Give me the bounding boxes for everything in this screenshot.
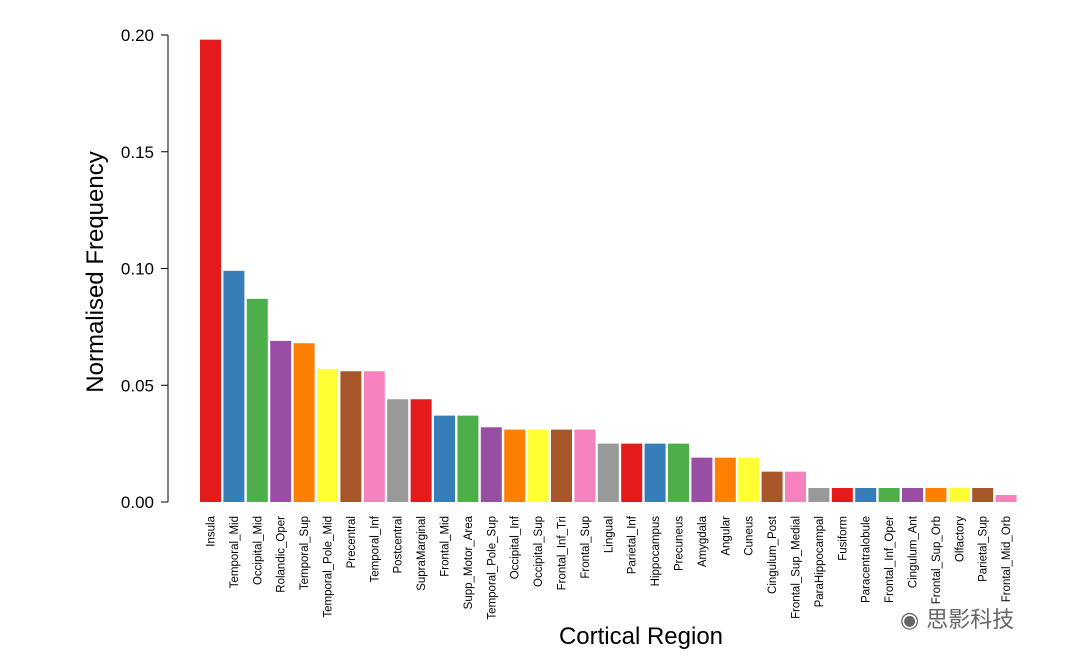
bar-parietal-inf — [621, 443, 643, 502]
bar-cuneus — [738, 457, 760, 502]
bar-parahippocampal — [808, 487, 830, 502]
x-tick-label: Angular — [720, 516, 732, 556]
bar-temporal-mid — [223, 270, 245, 502]
bar-temporal-sup — [293, 343, 315, 502]
bar-frontal-sup — [574, 429, 596, 502]
bar-temporal-pole-sup — [480, 427, 502, 502]
bar-occipital-mid — [246, 298, 268, 502]
bar-hippocampus — [644, 443, 666, 502]
x-tick-label: Occipital_Sup — [533, 516, 545, 587]
bar-frontal-sup-medial — [785, 471, 806, 502]
wechat-icon: ◉ — [900, 608, 920, 633]
bar-cingulum-post — [761, 471, 783, 502]
x-tick-label: Frontal_Sup_Medial — [791, 516, 803, 619]
bar-rolandic-oper — [270, 340, 292, 502]
x-tick-label: Supp_Motor_Area — [463, 515, 475, 609]
bar-postcentral — [387, 399, 409, 502]
x-tick-label: Frontal_Mid_Orb — [1001, 516, 1013, 602]
x-tick-label: ParaHippocampal — [814, 516, 826, 607]
y-tick-label: 0.15 — [121, 143, 154, 162]
bar-lingual — [597, 443, 619, 502]
bar-frontal-mid-orb — [995, 494, 1017, 502]
x-tick-label: Frontal_Sup — [580, 516, 592, 579]
category-labels: Insula Temporal_Mid Occipital_Mid Rolandic_… — [206, 515, 1014, 619]
x-tick-label: Cuneus — [744, 516, 756, 556]
y-tick-label: 0.10 — [121, 260, 154, 279]
x-tick-label: Cingulum_Post — [767, 515, 779, 594]
bar-fusiform — [831, 487, 853, 502]
x-tick-label: Frontal_Inf_Tri — [557, 516, 569, 590]
bar-insula — [200, 39, 221, 503]
x-axis-title: Cortical Region — [559, 623, 723, 650]
x-tick-label: Rolandic_Oper — [276, 516, 288, 593]
bar-precentral — [340, 371, 362, 502]
bar-supp-motor-area — [457, 415, 479, 502]
x-tick-label: Frontal_Sup_Orb — [931, 516, 943, 604]
y-axis-title: Normalised Frequency — [82, 151, 109, 392]
x-tick-label: Frontal_Inf_Oper — [884, 516, 896, 603]
bar-precuneus — [668, 443, 689, 502]
bar-supramarginal — [410, 399, 432, 502]
x-tick-label: Postcentral — [393, 516, 405, 574]
x-tick-label: Parietal_Sup — [978, 516, 990, 582]
x-tick-label: Insula — [206, 515, 218, 546]
x-tick-label: Cingulum_Ant — [908, 515, 920, 588]
y-axis: 0.00 0.05 0.10 0.15 0.20 — [121, 26, 169, 512]
x-tick-label: Temporal_Sup — [299, 516, 311, 590]
bar-frontal-inf-tri — [551, 429, 572, 502]
x-tick-label: Occipital_Inf — [510, 515, 522, 579]
bar-occipital-inf — [504, 429, 526, 502]
watermark: ◉ 思影科技 — [900, 602, 1014, 634]
y-tick-label: 0.00 — [121, 493, 154, 512]
x-tick-label: Temporal_Pole_Mid — [323, 516, 335, 618]
x-tick-label: Temporal_Inf — [369, 515, 381, 582]
x-tick-label: Olfactory — [954, 516, 966, 562]
bar-angular — [714, 457, 736, 502]
x-tick-label: Lingual — [603, 516, 615, 553]
x-tick-label: Amygdala — [697, 515, 709, 567]
x-tick-label: Precentral — [346, 516, 358, 568]
x-tick-label: Frontal_Mid — [440, 516, 452, 577]
bar-frontal-inf-oper — [878, 487, 900, 502]
bar-temporal-pole-mid — [317, 368, 338, 502]
x-tick-label: Temporal_Mid — [229, 516, 241, 588]
bar-olfactory — [948, 487, 970, 502]
bar-frontal-sup-orb — [925, 487, 947, 502]
x-tick-label: Fusiform — [837, 516, 849, 561]
bar-amygdala — [691, 457, 713, 502]
y-tick-label: 0.05 — [121, 376, 154, 395]
bar-temporal-inf — [363, 371, 385, 502]
bar-paracentralobule — [855, 487, 877, 502]
bar-frontal-mid — [434, 415, 455, 502]
x-tick-label: Paracentralobule — [861, 516, 873, 603]
x-tick-label: Occipital_Mid — [252, 516, 264, 585]
bar-parietal-sup — [972, 487, 994, 502]
bar-occipital-sup — [527, 429, 549, 502]
x-tick-label: Hippocampus — [650, 516, 662, 587]
x-tick-label: Parietal_Inf — [627, 515, 639, 574]
bar-cingulum-ant — [902, 487, 923, 502]
watermark-text: 思影科技 — [926, 608, 1015, 633]
bars — [200, 39, 1017, 503]
y-tick-label: 0.20 — [121, 26, 154, 45]
x-tick-label: SupraMarginal — [416, 516, 428, 591]
x-tick-label: Temporal_Pole_Sup — [486, 516, 498, 620]
x-tick-label: Precuneus — [674, 516, 686, 571]
